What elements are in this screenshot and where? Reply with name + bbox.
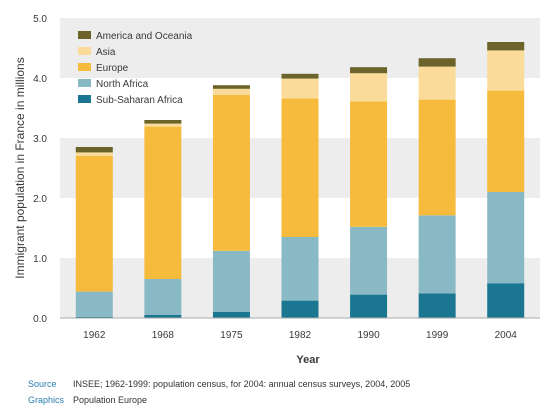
graphics-line: Graphics Population Europe — [28, 395, 147, 405]
y-tick-label: 4.0 — [33, 74, 47, 85]
y-tick-label: 3.0 — [33, 134, 47, 145]
bar-segment — [281, 300, 319, 318]
y-tick-label: 2.0 — [33, 194, 47, 205]
bar-segment — [75, 291, 113, 317]
y-axis-label: Immigrant population in France in millio… — [13, 57, 27, 278]
bar-segment — [350, 73, 388, 102]
bar-segment — [75, 152, 113, 156]
bar-segment — [144, 120, 182, 124]
bars — [75, 42, 525, 318]
legend-swatch — [78, 79, 91, 87]
grid-band — [60, 18, 540, 78]
bar-segment — [75, 147, 113, 153]
bar-segment — [487, 42, 525, 51]
bar-segment — [212, 85, 250, 89]
y-tick-label: 1.0 — [33, 254, 47, 265]
bar-segment — [144, 315, 182, 318]
bar-segment — [418, 66, 456, 100]
legend-swatch — [78, 95, 91, 103]
legend-label: America and Oceania — [96, 31, 193, 42]
bar-segment — [418, 215, 456, 294]
bar-segment — [487, 90, 525, 192]
bar-segment — [350, 67, 388, 74]
bar-segment — [418, 99, 456, 216]
bar-segment — [487, 283, 525, 318]
y-tick-label: 0.0 — [33, 314, 47, 325]
bar-segment — [144, 279, 182, 315]
legend-label: Sub-Saharan Africa — [96, 95, 183, 106]
x-tick-labels: 1962 1968 1975 1982 1990 1999 2004 — [83, 330, 517, 341]
bar-segment — [487, 192, 525, 284]
bar-segment — [212, 94, 250, 251]
legend-label: Europe — [96, 63, 129, 74]
source-text: INSEE; 1962-1999: population census, for… — [73, 379, 411, 389]
bar-segment — [75, 156, 113, 292]
bar-segment — [281, 73, 319, 79]
bar-segment — [418, 293, 456, 318]
x-tick-label: 1982 — [289, 330, 312, 341]
bar-segment — [350, 101, 388, 227]
bar-segment — [281, 78, 319, 99]
y-tick-label: 5.0 — [33, 14, 47, 25]
bar-segment — [212, 312, 250, 318]
bar-segment — [75, 316, 113, 318]
bar-segment — [350, 294, 388, 318]
x-tick-label: 1962 — [83, 330, 106, 341]
graphics-label: Graphics — [28, 395, 65, 405]
source-label: Source — [28, 379, 57, 389]
x-axis-label: Year — [296, 354, 320, 366]
bar-segment — [144, 126, 182, 279]
graphics-text: Population Europe — [73, 395, 148, 405]
legend-swatch — [78, 31, 91, 39]
x-tick-label: 1990 — [357, 330, 380, 341]
y-tick-labels: 0.0 1.0 2.0 3.0 4.0 5.0 — [33, 14, 47, 325]
bar-segment — [418, 58, 456, 67]
legend-label: North Africa — [96, 79, 149, 90]
x-tick-label: 2004 — [495, 330, 518, 341]
legend-label: Asia — [96, 47, 116, 58]
legend-swatch — [78, 63, 91, 71]
source-line: Source INSEE; 1962-1999: population censu… — [28, 379, 410, 389]
bar-segment — [212, 88, 250, 95]
bar-segment — [487, 50, 525, 91]
legend-swatch — [78, 47, 91, 55]
bar-segment — [350, 226, 388, 295]
bar-segment — [281, 237, 319, 301]
bar-segment — [281, 98, 319, 238]
x-tick-label: 1999 — [426, 330, 449, 341]
bar-segment — [144, 123, 182, 127]
bar-segment — [212, 250, 250, 312]
x-tick-label: 1968 — [152, 330, 175, 341]
legend: America and Oceania Asia Europe North Afric… — [78, 31, 193, 106]
x-tick-label: 1975 — [220, 330, 243, 341]
